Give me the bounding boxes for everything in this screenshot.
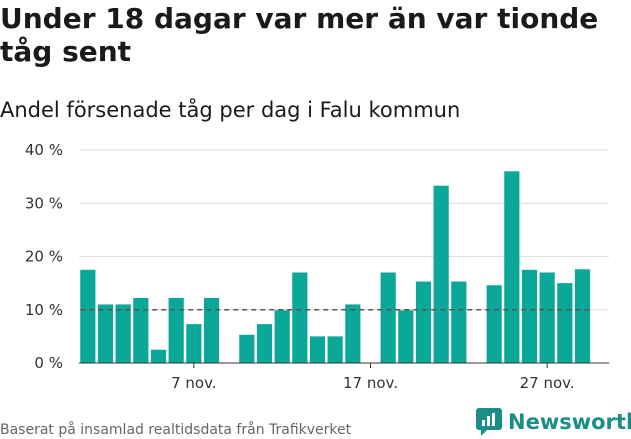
bar-chart: 0 % 10 % 20 % 30 % 40 % 7 nov. 17 nov. 27 nov. [25, 141, 609, 392]
bar [150, 349, 167, 363]
bar [327, 336, 343, 363]
bar [203, 298, 220, 363]
bar [292, 272, 308, 363]
bar [97, 304, 114, 363]
bar [451, 281, 467, 363]
bar [239, 334, 255, 363]
y-tick-label: 10 % [25, 301, 63, 319]
bar [557, 283, 573, 363]
x-tick-label: 27 nov. [520, 374, 575, 392]
x-tick-label: 17 nov. [343, 374, 398, 392]
bar [504, 171, 520, 363]
bar [398, 310, 414, 363]
bar [574, 269, 591, 363]
bar [115, 304, 131, 363]
y-tick-label: 30 % [25, 194, 63, 212]
y-tick-label: 0 % [34, 354, 63, 372]
bar [256, 324, 273, 363]
bar [415, 281, 432, 363]
brand-logo: Newsworthy [476, 407, 631, 437]
newsworthy-logo-icon [476, 408, 502, 436]
x-tick-label: 7 nov. [171, 374, 216, 392]
bar [274, 310, 290, 363]
bar [186, 324, 202, 363]
bar [309, 336, 326, 363]
bar [168, 298, 184, 363]
bar [345, 304, 361, 363]
bar [380, 272, 396, 363]
chart-subtitle: Andel försenade tåg per dag i Falu kommu… [0, 98, 461, 122]
brand-name: Newsworthy [508, 410, 631, 434]
bar [80, 269, 96, 363]
chart-title: Under 18 dagar var mer än var tionde tåg… [0, 2, 599, 68]
bar [433, 185, 449, 363]
bars [80, 171, 591, 363]
y-tick-label: 40 % [25, 141, 63, 159]
y-tick-label: 20 % [25, 248, 63, 266]
bar [133, 298, 149, 363]
axis: 0 % 10 % 20 % 30 % 40 % 7 nov. 17 nov. 27 nov. [25, 141, 609, 392]
bar [486, 285, 502, 363]
source-note: Baserat på insamlad realtidsdata från Tr… [0, 422, 352, 438]
bar [521, 269, 538, 363]
bar [539, 272, 555, 363]
